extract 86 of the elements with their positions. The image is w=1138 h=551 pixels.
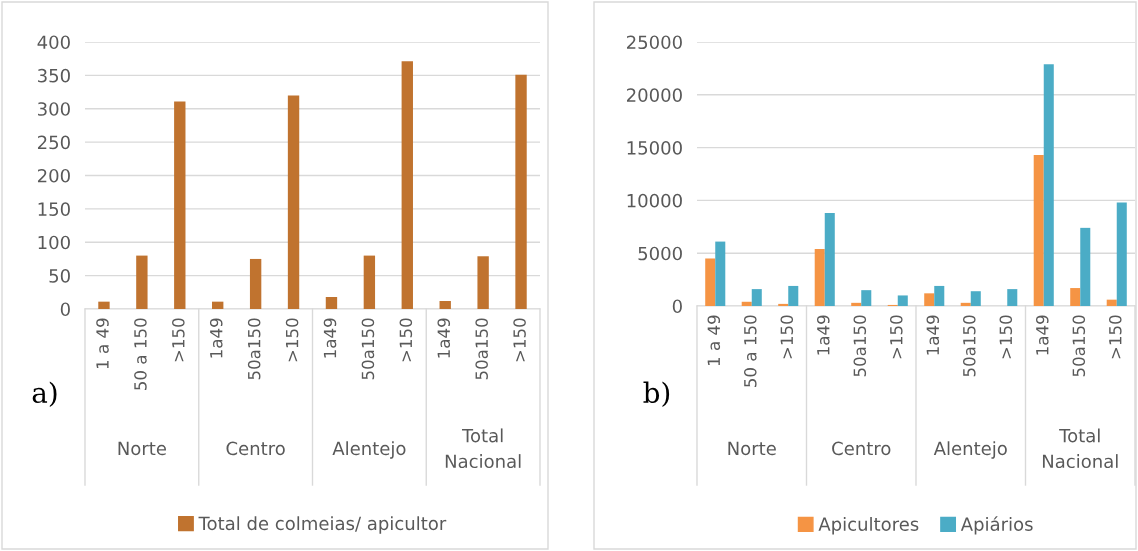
x-tick-label: 1 a 49: [707, 315, 721, 366]
text: Norte: [118, 441, 166, 456]
x-tick-label: 50a150: [247, 318, 261, 380]
bar: [174, 101, 186, 309]
y-tick-label: 25000: [627, 35, 682, 50]
bar: [363, 255, 376, 309]
bar: [1070, 288, 1081, 306]
bar: [970, 291, 981, 306]
y-tick-label: 5000: [638, 246, 682, 261]
y-tick-label: 20000: [627, 88, 682, 102]
bar: [715, 241, 726, 306]
bar: [741, 301, 752, 306]
x-tick-label: >150: [889, 315, 903, 359]
bar: [287, 95, 300, 309]
bar: [1007, 289, 1018, 306]
x-tick-label: 50a150: [361, 318, 375, 380]
text: Alentejo: [332, 441, 406, 459]
text: Centro: [226, 441, 285, 456]
x-tick-label: >150: [780, 315, 794, 359]
bar: [960, 302, 971, 306]
x-tick-label: 1a49: [926, 315, 940, 355]
x-tick-label: 50 a 150: [743, 315, 757, 387]
x-tick-label: 1a49: [323, 318, 337, 358]
x-tick-label: 50a150: [475, 318, 488, 380]
x-tick-label: 1a49: [437, 318, 451, 358]
text: Alentejo: [933, 441, 1007, 459]
x-tick-label: 50a150: [853, 315, 867, 377]
x-tick-label: >150: [285, 318, 299, 362]
bar: [212, 301, 224, 309]
x-tick-label: 50 a 150: [134, 318, 147, 390]
bar: [861, 290, 872, 306]
text: Centro: [832, 441, 891, 456]
legend-label: Apiários: [960, 516, 1033, 535]
y-tick-label: 350: [38, 68, 70, 83]
bar: [1043, 64, 1054, 306]
bar: [824, 213, 835, 306]
bar: [1116, 202, 1127, 306]
x-tick-label: 50a150: [1072, 315, 1086, 377]
bar: [1080, 227, 1091, 306]
x-tick-label: 50a150: [962, 315, 976, 377]
bar: [98, 301, 110, 309]
y-tick-label: 15000: [627, 141, 682, 155]
text: b): [643, 381, 670, 407]
bar: [788, 285, 799, 306]
y-tick-label: 200: [37, 168, 70, 183]
bar: [778, 303, 789, 306]
text: Total Nacional: [445, 428, 521, 469]
y-tick-label: 50: [49, 269, 70, 283]
y-tick-label: 10000: [627, 193, 682, 208]
y-tick-label: 300: [38, 102, 70, 116]
x-tick-label: >150: [999, 315, 1013, 359]
text: Norte: [728, 441, 776, 456]
bar: [439, 300, 451, 309]
bar: [249, 258, 262, 309]
bar: [1106, 299, 1117, 306]
x-tick-label: >150: [513, 318, 526, 362]
bar: [401, 61, 413, 309]
legend-label: Apicultores: [818, 516, 919, 535]
x-tick-label: 1a49: [1035, 315, 1049, 355]
y-tick-label: 0: [672, 299, 682, 314]
bar: [814, 248, 825, 306]
y-tick-label: 100: [38, 235, 70, 250]
y-tick-label: 150: [38, 202, 70, 216]
x-tick-label: 1 a 49: [96, 318, 109, 369]
x-tick-label: >150: [399, 318, 413, 362]
bar: [751, 289, 762, 306]
bar: [897, 295, 908, 306]
legend-label: Total de colmeias/ apicultor: [198, 516, 447, 534]
bar: [1033, 154, 1044, 306]
text: a): [32, 381, 57, 407]
bar: [924, 293, 935, 306]
bar: [934, 285, 945, 306]
y-tick-label: 400: [37, 35, 70, 50]
text: Total Nacional: [1042, 428, 1118, 469]
x-tick-label: 1a49: [816, 315, 830, 355]
bar: [477, 256, 489, 309]
x-tick-label: 1a49: [209, 318, 223, 358]
bar: [136, 255, 148, 309]
bar: [325, 296, 338, 309]
y-tick-label: 0: [60, 302, 70, 317]
y-tick-label: 250: [37, 135, 70, 150]
x-tick-label: >150: [172, 318, 185, 362]
bar: [515, 74, 527, 309]
bar: [705, 258, 716, 306]
bar: [851, 302, 862, 306]
x-tick-label: >150: [1108, 315, 1122, 359]
